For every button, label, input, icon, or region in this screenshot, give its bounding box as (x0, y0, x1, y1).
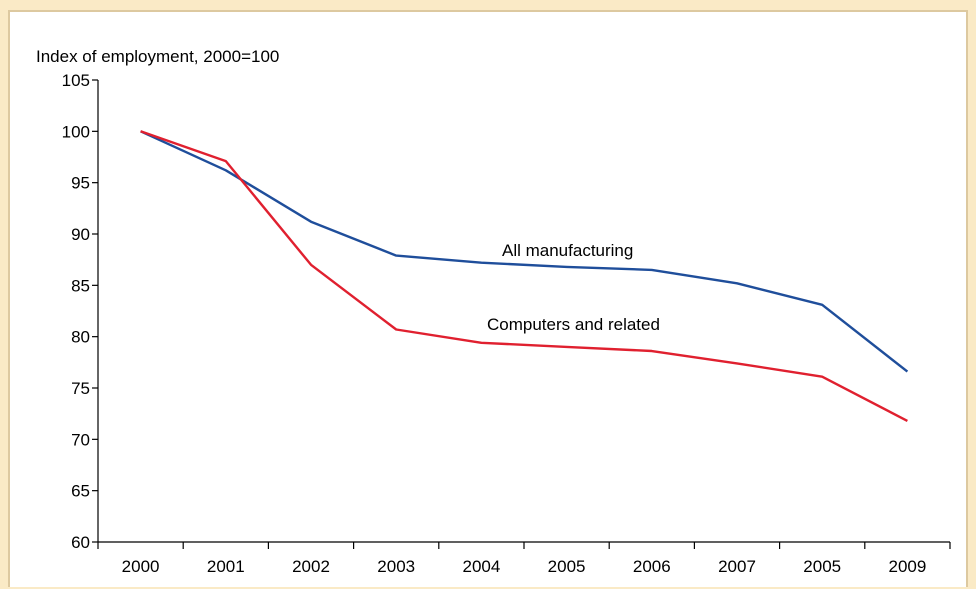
y-tick-label: 105 (62, 71, 90, 90)
x-tick-label: 2002 (292, 557, 330, 576)
x-tick-label: 2003 (377, 557, 415, 576)
x-tick-label: 2005 (803, 557, 841, 576)
y-tick-label: 100 (62, 122, 90, 141)
y-axis-title: Index of employment, 2000=100 (36, 47, 279, 66)
series-lines (141, 131, 908, 421)
y-tick-label: 75 (71, 379, 90, 398)
y-tick-label: 60 (71, 533, 90, 552)
x-tick-label: 2000 (122, 557, 160, 576)
series-labels: All manufacturing Computers and related (487, 241, 660, 334)
y-tick-label: 90 (71, 225, 90, 244)
series-label: Computers and related (487, 315, 660, 334)
y-tick-label: 95 (71, 174, 90, 193)
x-tick-label: 2005 (548, 557, 586, 576)
x-axis-ticks: 2000 2001 2002 2003 2004 2005 2006 2007 2005 2009 (98, 542, 950, 576)
x-tick-label: 2007 (718, 557, 756, 576)
x-tick-label: 2009 (888, 557, 926, 576)
x-tick-label: 2004 (462, 557, 500, 576)
line-chart: Index of employment, 2000=100 60 65 70 75 80… (10, 12, 970, 589)
y-tick-label: 80 (71, 328, 90, 347)
y-axis-ticks: 60 65 70 75 80 85 90 95 100 105 (62, 71, 98, 552)
y-tick-label: 65 (71, 482, 90, 501)
chart-frame: Index of employment, 2000=100 60 65 70 75 80… (8, 10, 968, 587)
series-label: All manufacturing (502, 241, 633, 260)
y-tick-label: 70 (71, 430, 90, 449)
x-tick-label: 2001 (207, 557, 245, 576)
x-tick-label: 2006 (633, 557, 671, 576)
series-line-computers-and-related (141, 131, 908, 421)
axes (98, 80, 950, 542)
y-tick-label: 85 (71, 276, 90, 295)
